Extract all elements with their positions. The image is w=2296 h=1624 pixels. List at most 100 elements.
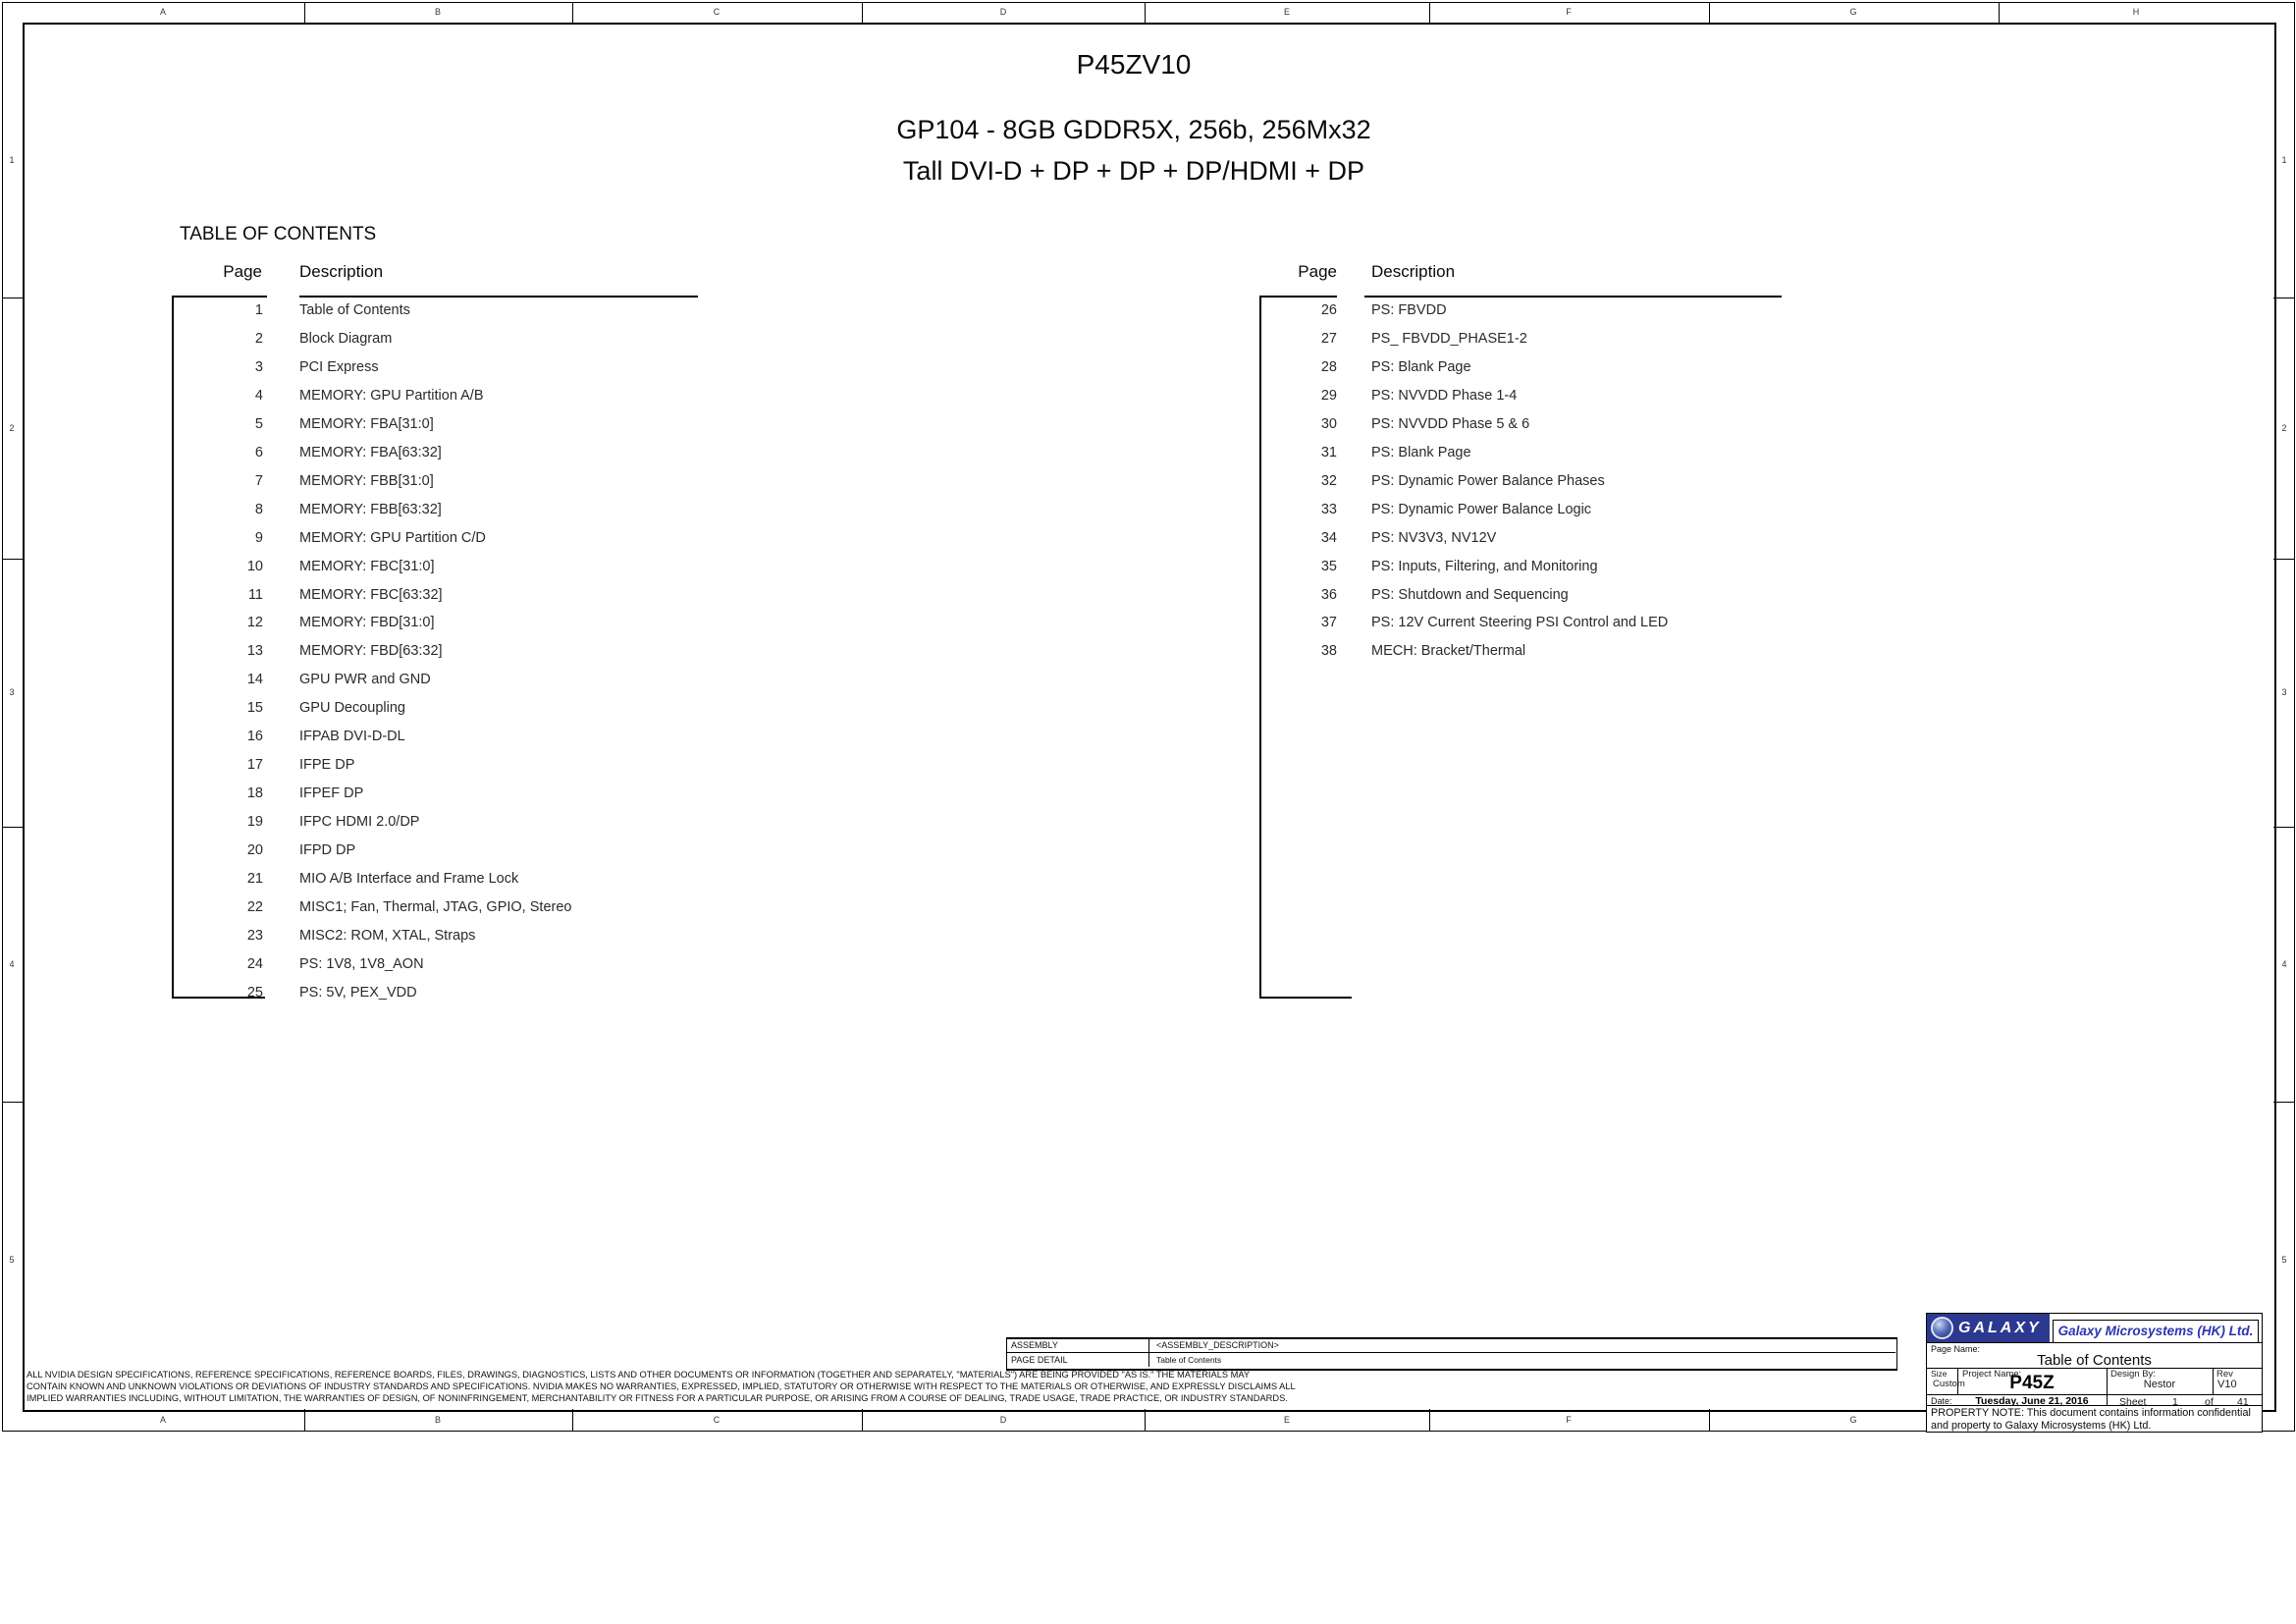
toc-entry-description: IFPE DP	[299, 757, 355, 774]
border-tick	[2, 827, 23, 828]
right-page-header-rule	[1259, 296, 1337, 298]
border-tick	[1145, 1409, 1146, 1431]
toc-entry-description: GPU PWR and GND	[299, 672, 431, 688]
assembly-label: ASSEMBLY	[1011, 1340, 1058, 1350]
grid-letter-bottom: B	[434, 1415, 442, 1425]
grid-number-right: 5	[2281, 1255, 2287, 1265]
border-tick	[862, 1409, 863, 1431]
grid-letter-top: E	[1283, 7, 1291, 17]
page-name-label: Page Name:	[1931, 1344, 1981, 1354]
toc-entry-page: 30	[1320, 415, 1337, 432]
grid-letter-top: A	[159, 7, 167, 17]
assembly-box-column-divider	[1148, 1337, 1149, 1367]
grid-number-left: 2	[9, 423, 15, 433]
toc-entry-description: GPU Decoupling	[299, 700, 405, 717]
border-tick	[2273, 1102, 2294, 1103]
toc-entry-description: MISC2: ROM, XTAL, Straps	[299, 927, 476, 944]
border-tick	[2, 559, 23, 560]
toc-entry-page: 29	[1320, 387, 1337, 404]
toc-entry-page: 34	[1320, 529, 1337, 546]
grid-letter-bottom: C	[713, 1415, 721, 1425]
toc-entry-page: 14	[246, 672, 263, 688]
toc-entry-page: 27	[1320, 330, 1337, 347]
galaxy-emblem-icon	[1931, 1317, 1953, 1339]
left-page-header-rule	[172, 296, 267, 298]
toc-entry-page: 13	[246, 643, 263, 660]
toc-entry-description: IFPAB DVI-D-DL	[299, 729, 405, 745]
board-memory-config: GP104 - 8GB GDDR5X, 256b, 256Mx32	[896, 115, 1371, 144]
left-page-column-header: Page	[223, 262, 262, 281]
left-description-header-rule	[299, 296, 698, 298]
toc-entry-description: Block Diagram	[299, 330, 393, 347]
toc-entry-page: 33	[1320, 501, 1337, 517]
property-note: PROPERTY NOTE: This document contains in…	[1931, 1407, 2251, 1432]
toc-entry-page: 21	[246, 871, 263, 887]
toc-entry-page: 3	[254, 358, 263, 375]
toc-entry-page: 22	[246, 898, 263, 915]
page-detail-value: Table of Contents	[1156, 1355, 1222, 1365]
border-tick	[2273, 827, 2294, 828]
right-toc-bracket-line	[1259, 296, 1261, 999]
sheet-outer-border	[2, 2, 2295, 1432]
border-tick	[1429, 1409, 1430, 1431]
toc-heading: TABLE OF CONTENTS	[180, 224, 377, 244]
toc-entry-description: IFPD DP	[299, 842, 356, 859]
grid-letter-top: B	[434, 7, 442, 17]
grid-letter-bottom: F	[1566, 1415, 1572, 1425]
toc-entry-description: PS: Shutdown and Sequencing	[1371, 586, 1569, 603]
grid-letter-bottom: A	[159, 1415, 167, 1425]
toc-entry-page: 19	[246, 814, 263, 831]
board-io-config: Tall DVI-D + DP + DP + DP/HDMI + DP	[902, 156, 1365, 186]
board-title: P45ZV10	[1076, 49, 1192, 80]
toc-entry-page: 12	[246, 615, 263, 631]
grid-number-left: 5	[9, 1255, 15, 1265]
toc-entry-description: MEMORY: FBD[63:32]	[299, 643, 443, 660]
toc-entry-page: 28	[1320, 358, 1337, 375]
toc-entry-description: PS: NVVDD Phase 5 & 6	[1371, 415, 1530, 432]
toc-entry-description: MEMORY: FBB[63:32]	[299, 501, 442, 517]
toc-entry-description: PCI Express	[299, 358, 379, 375]
grid-letter-top: G	[1849, 7, 1857, 17]
toc-entry-description: PS: 1V8, 1V8_AON	[299, 955, 424, 972]
grid-letter-top: C	[713, 7, 721, 17]
toc-entry-page: 2	[254, 330, 263, 347]
title-block-divider	[2213, 1368, 2214, 1394]
toc-entry-description: MIO A/B Interface and Frame Lock	[299, 871, 519, 887]
toc-entry-page: 23	[246, 927, 263, 944]
toc-entry-page: 32	[1320, 472, 1337, 489]
toc-entry-page: 15	[246, 700, 263, 717]
assembly-detail-box	[1006, 1337, 1897, 1371]
grid-letter-bottom: E	[1283, 1415, 1291, 1425]
grid-letter-top: F	[1566, 7, 1572, 17]
right-toc-bracket-bottom	[1259, 997, 1352, 999]
toc-entry-page: 10	[246, 558, 263, 574]
border-tick	[1145, 2, 1146, 23]
border-tick	[572, 1409, 573, 1431]
left-description-column-header: Description	[299, 262, 384, 281]
toc-entry-description: MEMORY: FBC[63:32]	[299, 586, 443, 603]
toc-entry-description: MEMORY: FBB[31:0]	[299, 472, 434, 489]
size-value: Custom	[1933, 1379, 1965, 1389]
border-tick	[304, 1409, 305, 1431]
galaxy-logo: GALAXY	[1927, 1314, 2050, 1342]
sheet-of-label: of	[2205, 1396, 2214, 1408]
sheet-number: 1	[2172, 1396, 2178, 1408]
title-block-divider	[1927, 1405, 2262, 1406]
right-description-header-rule	[1364, 296, 1782, 298]
sheet-total: 41	[2237, 1396, 2249, 1408]
toc-entry-description: MEMORY: FBA[31:0]	[299, 415, 434, 432]
page-name-value: Table of Contents	[2037, 1352, 2152, 1369]
grid-letter-bottom: D	[999, 1415, 1007, 1425]
rev-label: Rev	[2216, 1369, 2233, 1380]
disclaimer-line-2: CONTAIN KNOWN AND UNKNOWN VIOLATIONS OR …	[27, 1381, 1296, 1391]
date-label: Date:	[1931, 1396, 1952, 1406]
toc-entry-page: 8	[254, 501, 263, 517]
border-tick	[1999, 2, 2000, 23]
toc-entry-description: MISC1; Fan, Thermal, JTAG, GPIO, Stereo	[299, 898, 572, 915]
toc-entry-description: PS: 5V, PEX_VDD	[299, 984, 417, 1001]
title-block-divider	[1927, 1394, 2262, 1395]
date-value: Tuesday, June 21, 2016	[1975, 1395, 2089, 1407]
border-tick	[1709, 2, 1710, 23]
toc-entry-page: 1	[254, 302, 263, 318]
toc-entry-page: 9	[254, 529, 263, 546]
